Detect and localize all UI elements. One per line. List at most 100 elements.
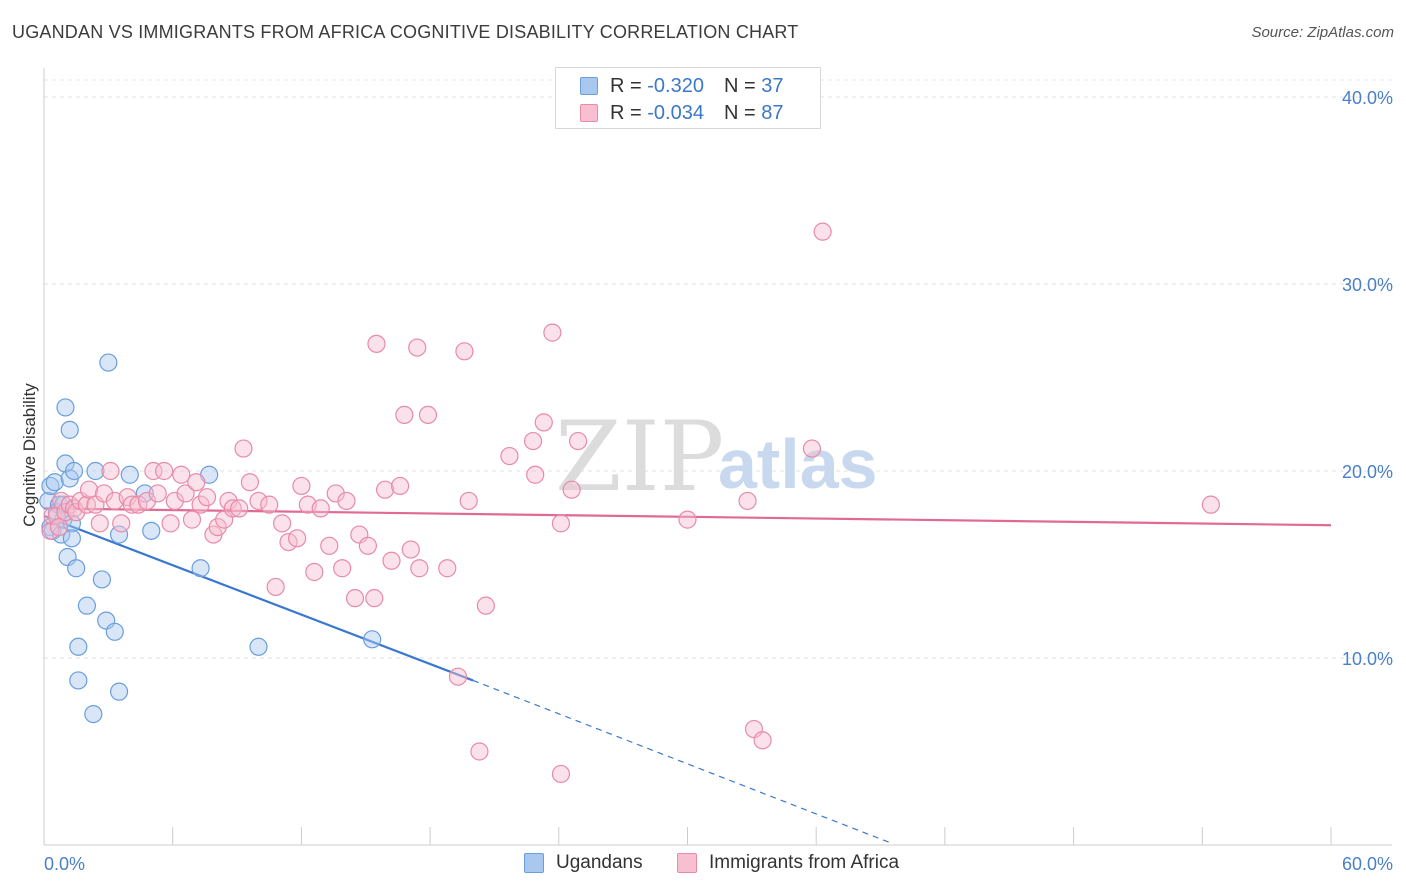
data-point [345,589,365,608]
series-immigrants [41,222,1220,784]
data-point [448,667,468,686]
data-point [62,529,81,548]
y-tick-label: 40.0% [1342,88,1393,108]
data-point [367,334,386,353]
data-point [401,540,420,559]
data-point [230,499,249,518]
watermark-zip: ZIP [555,401,724,513]
data-point [802,439,822,458]
data-point [67,559,86,578]
x-tick-label: 0.0% [44,854,85,874]
trend-lines [43,507,1332,844]
trend-line-ugandans [43,514,474,682]
source-credit: Source: ZipAtlas.com [1251,24,1394,41]
data-point [86,461,105,481]
trend-line-ugandans-extension [472,679,892,844]
legend-item-ugandans[interactable]: Ugandans [524,852,643,874]
data-point [112,514,131,533]
data-point [526,465,545,484]
data-point [470,742,489,761]
data-point [813,222,832,241]
legend-swatch-ugandans [580,77,598,95]
data-point [187,473,206,492]
data-point [105,622,124,641]
data-point [90,514,109,533]
data-point [382,551,401,570]
data-point [122,495,142,514]
legend-row-immigrants: R = -0.034 N = 87 [580,101,783,125]
data-point [142,521,161,540]
data-point [148,484,167,503]
data-point [197,488,217,507]
data-point [109,682,129,701]
data-point [144,461,163,481]
data-point [551,764,571,784]
data-point [69,637,88,656]
series-ugandans [39,353,382,724]
data-point [551,514,571,533]
data-point [272,514,292,533]
data-point [45,473,64,492]
data-point [500,446,519,466]
data-point [390,476,410,496]
chart-title: UGANDAN VS IMMIGRANTS FROM AFRICA COGNIT… [12,22,799,42]
legend-item-immigrants[interactable]: Immigrants from Africa [677,852,899,874]
legend-n-label: N = [723,101,756,124]
legend-swatch-ugandans [524,853,544,873]
legend-r-label: R = [610,74,642,97]
data-point [523,431,543,451]
data-point [266,577,285,597]
data-point [182,510,202,529]
data-point [292,476,311,496]
data-point [249,637,268,656]
data-point [753,731,772,750]
data-point [161,514,180,533]
data-point [165,491,184,511]
data-point [410,559,429,578]
y-tick-label: 30.0% [1342,275,1393,295]
watermark-atlas: atlas [718,425,878,503]
data-point [569,431,588,451]
data-point [240,473,260,492]
legend-swatch-immigrants [677,853,697,873]
legend-n-value: 87 [761,101,784,124]
data-point [223,499,242,518]
y-tick-labels: 10.0% 20.0% 30.0% 40.0% [1342,88,1393,669]
data-point [99,353,118,372]
data-point [60,420,79,439]
data-point [476,596,495,615]
data-point [56,398,75,417]
data-point [311,499,330,518]
data-point [326,484,345,503]
data-point [305,562,324,582]
data-point [1201,495,1220,514]
x-tick-label: 60.0% [1342,854,1393,874]
data-point [337,491,356,511]
y-tick-label: 20.0% [1342,462,1393,482]
data-point [395,405,414,424]
y-axis-label: Cognitive Disability [20,383,39,527]
data-point [738,491,757,511]
data-point [455,342,474,361]
data-point [101,461,120,481]
data-point [562,480,581,499]
data-point [363,630,382,649]
data-point [234,439,253,458]
data-point [84,704,103,724]
legend-r-value: -0.034 [647,101,704,124]
legend-row-ugandans: R = -0.320 N = 37 [580,74,783,98]
data-points [39,222,1220,784]
data-point [69,671,88,690]
data-point [176,484,195,503]
legend-r-value: -0.320 [647,74,704,97]
data-point [438,559,457,578]
data-point [333,559,352,578]
series-legend: Ugandans Immigrants from Africa [0,852,1406,878]
data-point [77,596,97,615]
data-point [249,491,268,511]
data-point [375,480,395,499]
legend-r-label: R = [610,101,642,124]
axes [43,68,1392,846]
data-point [94,484,114,503]
